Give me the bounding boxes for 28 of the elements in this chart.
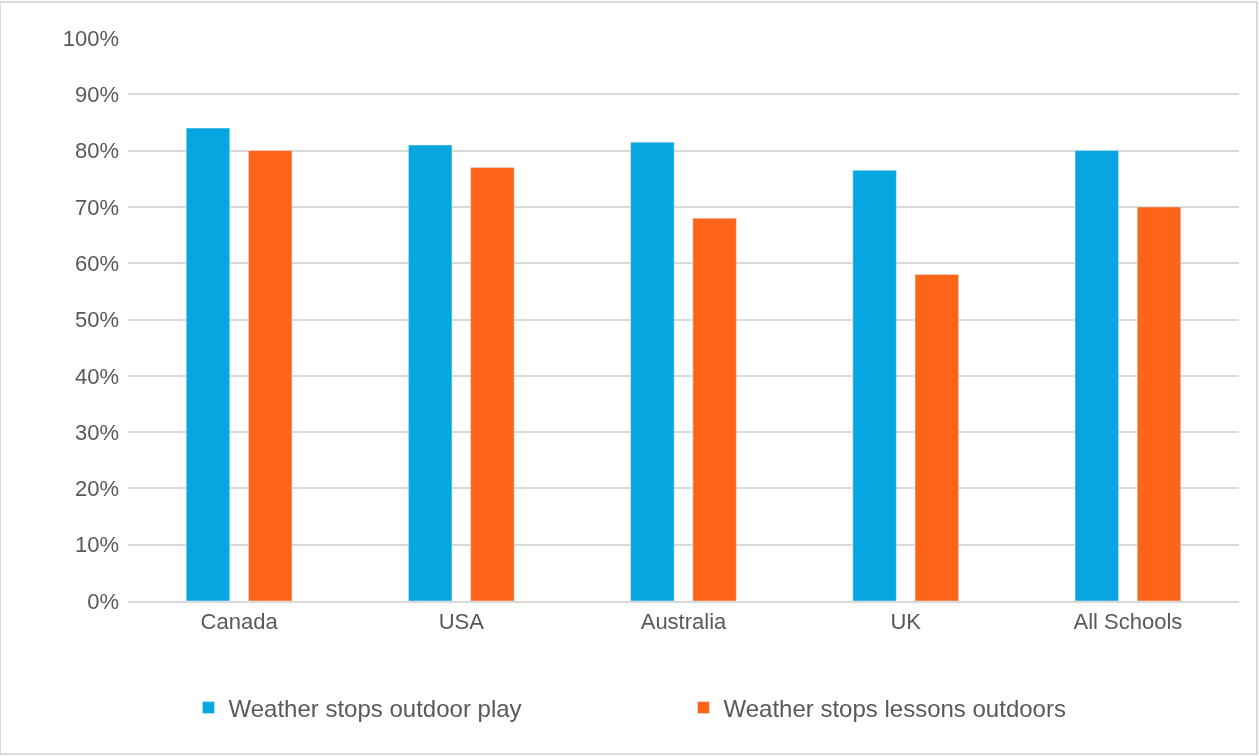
y-tick-label: 20% [74, 476, 119, 502]
x-tick-label: Canada [200, 609, 279, 635]
x-tick-label: Australia [640, 609, 728, 635]
y-tick-label: 0% [87, 588, 119, 614]
y-tick-label: 50% [74, 307, 119, 333]
bar [630, 141, 675, 601]
y-tick-label: 60% [74, 250, 119, 276]
legend-label: Weather stops outdoor play [228, 694, 522, 722]
y-tick-label: 80% [74, 138, 119, 164]
x-tick-label: UK [890, 609, 922, 635]
y-tick-label: 10% [74, 532, 119, 558]
bar [185, 127, 231, 601]
x-tick-label: USA [438, 609, 485, 635]
y-tick-label: 30% [74, 419, 119, 445]
bar [914, 274, 959, 601]
bar [408, 144, 453, 601]
y-tick-label: 70% [74, 194, 119, 220]
legend-label: Weather stops lessons outdoors [723, 694, 1066, 722]
bar [470, 167, 515, 601]
x-tick-label: All Schools [1073, 609, 1183, 635]
bar [248, 150, 293, 601]
bar [852, 170, 897, 601]
y-tick-label: 100% [62, 25, 119, 51]
y-tick-label: 90% [74, 82, 119, 107]
bar [1136, 206, 1182, 601]
bar [1074, 150, 1119, 601]
bar [692, 217, 737, 601]
y-tick-label: 40% [74, 363, 119, 389]
